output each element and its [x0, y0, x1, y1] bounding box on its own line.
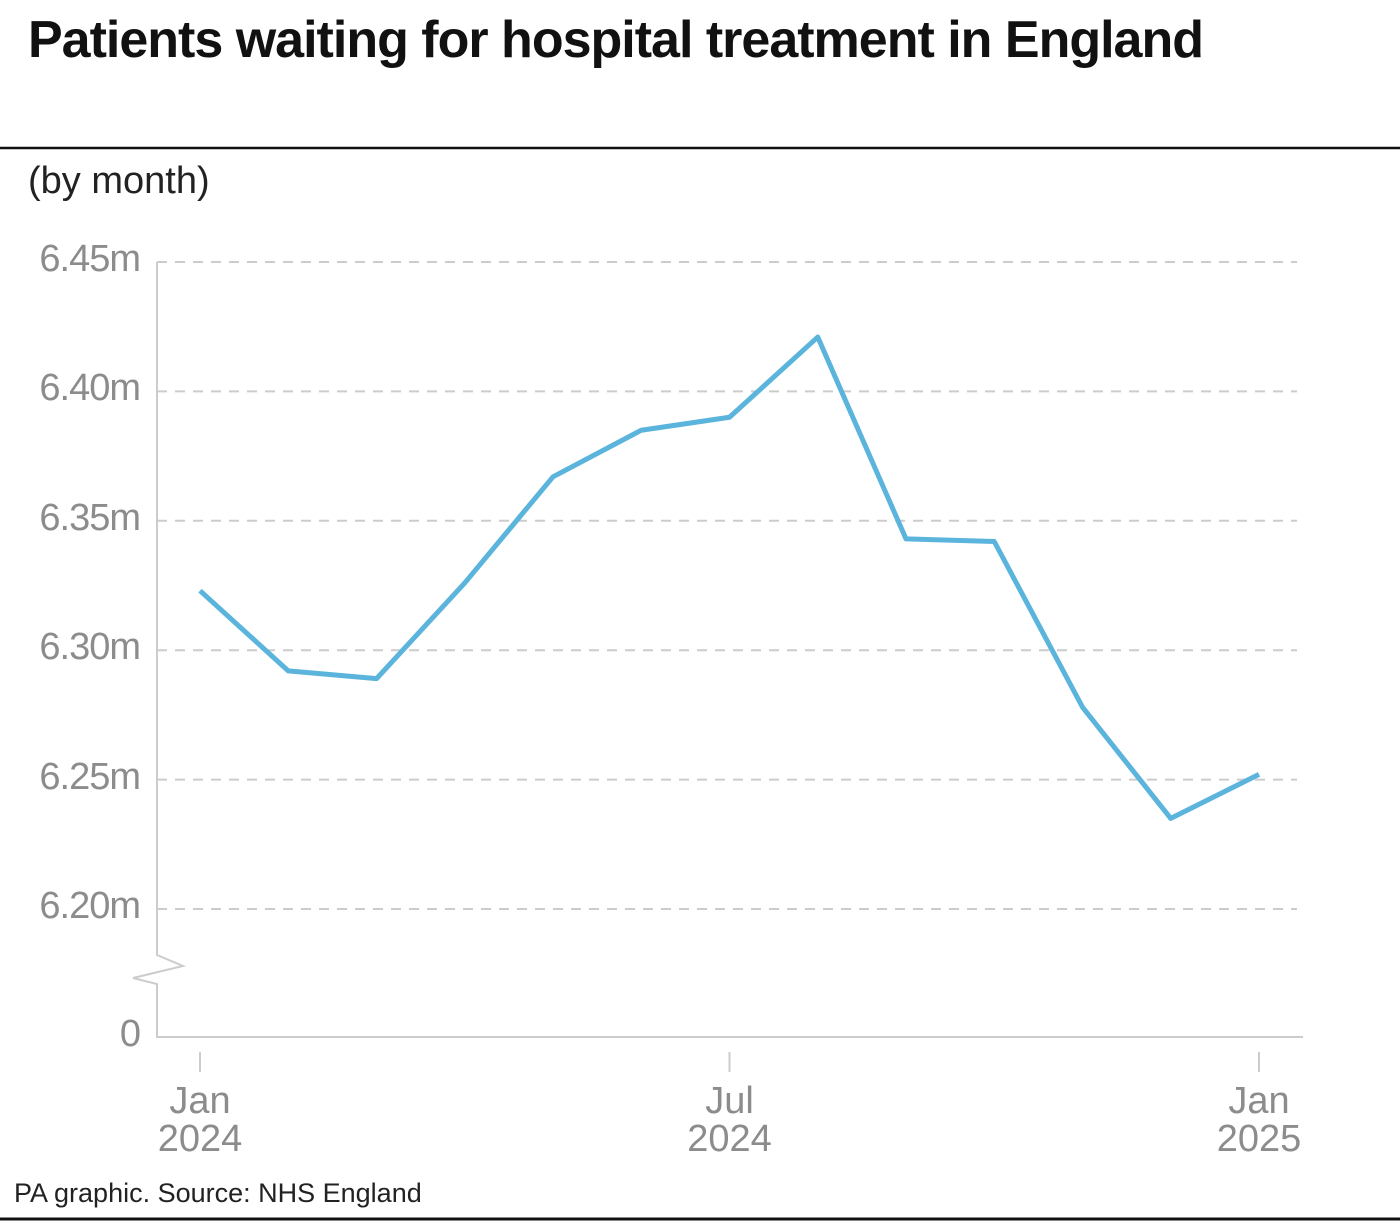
- x-tick-label: Jan 2024: [157, 1080, 243, 1160]
- source-note: PA graphic. Source: NHS England: [14, 1178, 422, 1208]
- y-tick-label: 6.35m: [39, 496, 141, 539]
- y-tick-label: 6.45m: [39, 238, 141, 280]
- y-tick-label: 6.30m: [39, 626, 141, 669]
- x-tick-label: Jan 2025: [1216, 1080, 1302, 1160]
- chart-title: Patients waiting for hospital treatment …: [28, 11, 1204, 69]
- data-line: [198, 334, 1261, 821]
- y-tick-label: 0: [119, 1013, 141, 1055]
- x-tick-label: Jul 2024: [687, 1080, 772, 1160]
- y-tick-label: 6.25m: [39, 755, 141, 798]
- y-tick-label: 6.40m: [39, 367, 141, 410]
- axis-with-break: [132, 262, 1303, 1038]
- y-tick-label: 6.20m: [39, 885, 141, 927]
- chart-subtitle: (by month): [28, 160, 210, 202]
